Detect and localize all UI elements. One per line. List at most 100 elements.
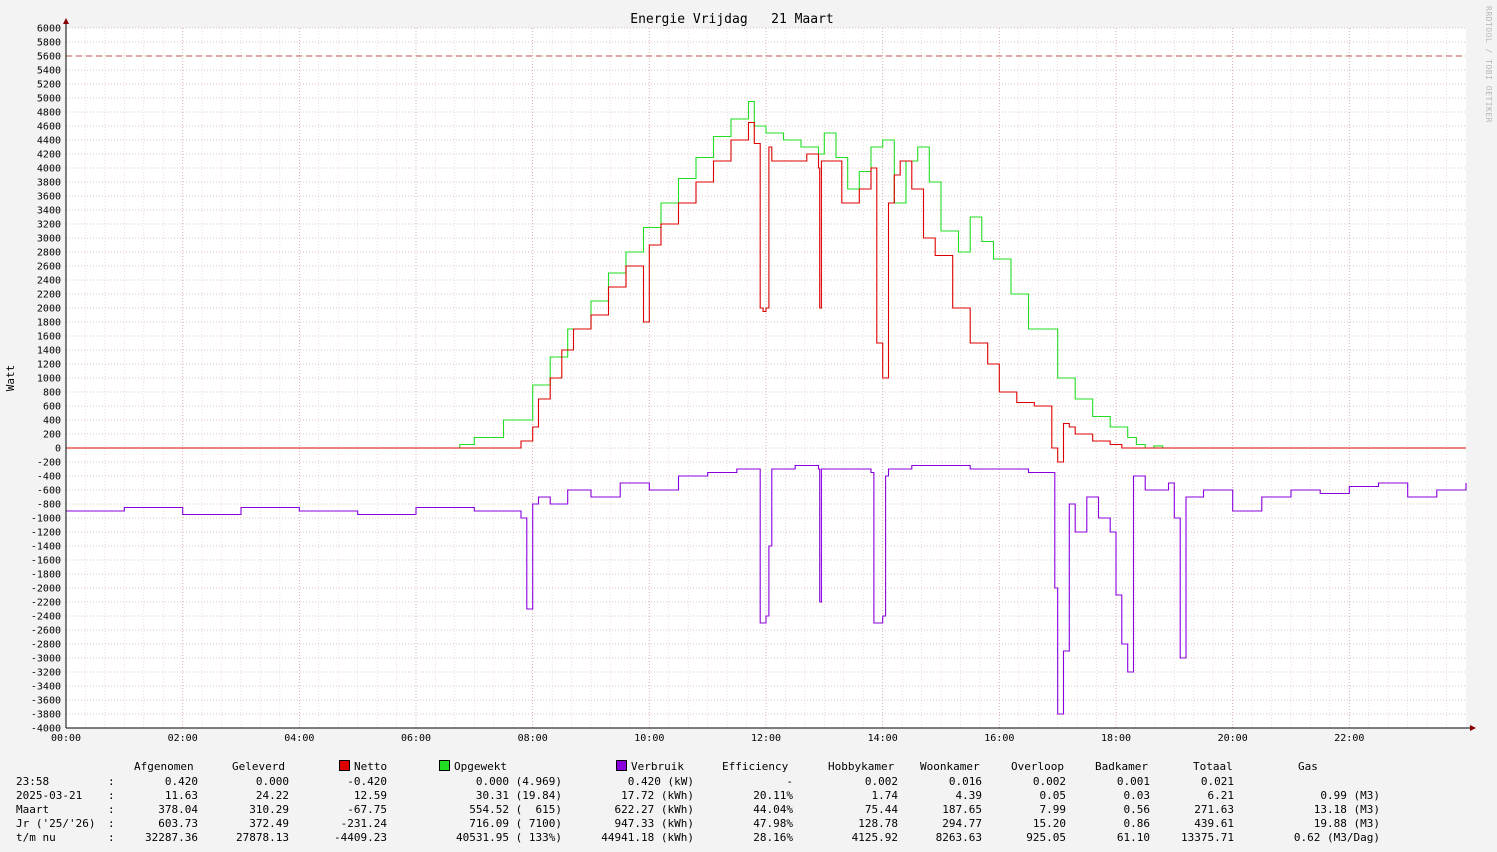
legend-cell-verbruik: 622.27 (kWh) <box>614 803 694 816</box>
legend-cell-sep: : <box>108 817 115 830</box>
y-tick-label: -2200 <box>31 598 61 609</box>
energy-chart: 6000580056005400520050004800460044004200… <box>4 12 1476 744</box>
y-tick-label: 5000 <box>37 94 61 105</box>
netto-swatch <box>339 760 350 771</box>
legend-cell-netto: -231.24 <box>340 817 387 830</box>
header-totaal: Totaal <box>1193 760 1233 773</box>
y-tick-label: -1600 <box>31 556 61 567</box>
verbruik-swatch <box>616 760 627 771</box>
legend-cell-badkamer: 0.86 <box>1123 817 1151 830</box>
y-tick-label: 1400 <box>37 346 61 357</box>
y-tick-label: 200 <box>43 430 61 441</box>
header-afgenomen: Afgenomen <box>134 760 194 773</box>
y-tick-label: 5400 <box>37 66 61 77</box>
legend-cell-opgewekt: 0.000 (4.969) <box>475 775 562 788</box>
legend-cell-sep: : <box>108 789 115 802</box>
legend-cell-gas: 19.88 (M3) <box>1313 817 1380 830</box>
legend-cell-overloop: 7.99 <box>1039 803 1067 816</box>
legend-cell-netto: -0.420 <box>347 775 387 788</box>
legend-cell-woonkamer: 187.65 <box>942 803 982 816</box>
opgewekt-label: Opgewekt <box>454 760 507 773</box>
y-tick-label: -1800 <box>31 570 61 581</box>
x-tick-label: 20:00 <box>1218 733 1248 744</box>
legend-cell-geleverd: 27878.13 <box>236 831 289 844</box>
series-line-verbruik <box>66 464 1467 715</box>
legend-cell-totaal: 6.21 <box>1207 789 1235 802</box>
x-tick-labels: 00:00 02:00 04:00 06:00 08:00 10:00 12:00 14:00… <box>51 733 1364 744</box>
y-tick-label: 2000 <box>37 304 61 315</box>
legend-cell-overloop: 15.20 <box>1032 817 1066 830</box>
legend-cell-totaal: 271.63 <box>1194 803 1234 816</box>
legend-cell-label: 2025-03-21 <box>16 789 83 802</box>
legend-cell-sep: : <box>108 775 115 788</box>
legend-cell-opgewekt: 30.31 (19.84) <box>475 789 562 802</box>
y-tick-label: 1000 <box>37 374 61 385</box>
legend-cell-verbruik: 947.33 (kWh) <box>614 817 694 830</box>
legend-cell-hobbykamer: 4125.92 <box>851 831 898 844</box>
y-tick-label: 4000 <box>37 164 61 175</box>
x-tick-label: 18:00 <box>1101 733 1131 744</box>
y-tick-label: -3600 <box>31 696 61 707</box>
y-tick-label: 2600 <box>37 262 61 273</box>
legend-cell-efficiency: - <box>786 775 793 788</box>
legend-cell-afgenomen: 11.63 <box>164 789 198 802</box>
y-tick-label: 600 <box>43 402 61 413</box>
y-tick-label: 0 <box>55 444 61 455</box>
y-tick-label: -2400 <box>31 612 61 623</box>
x-tick-label: 06:00 <box>401 733 431 744</box>
legend-cell-verbruik: 44941.18 (kWh) <box>601 831 694 844</box>
legend-cell-hobbykamer: 1.74 <box>871 789 899 802</box>
legend-cell-badkamer: 0.03 <box>1123 789 1151 802</box>
legend-cell-verbruik: 17.72 (kWh) <box>621 789 694 802</box>
y-tick-label: 5800 <box>37 38 61 49</box>
x-axis-arrow <box>1470 725 1476 731</box>
legend-cell-geleverd: 0.000 <box>255 775 289 788</box>
header-verbruik: Verbruik <box>616 760 684 774</box>
header-opgewekt: Opgewekt <box>439 760 507 774</box>
y-tick-label: 2800 <box>37 248 61 259</box>
x-tick-label: 00:00 <box>51 733 81 744</box>
legend-cell-opgewekt: 716.09 ( 7100) <box>469 817 562 830</box>
header-gas: Gas <box>1298 760 1318 773</box>
header-overloop: Overloop <box>1011 760 1064 773</box>
header-woonkamer: Woonkamer <box>920 760 980 773</box>
header-badkamer: Badkamer <box>1095 760 1148 773</box>
legend-cell-netto: -67.75 <box>347 803 387 816</box>
legend-cell-woonkamer: 4.39 <box>955 789 983 802</box>
legend-cell-totaal: 13375.71 <box>1181 831 1234 844</box>
y-tick-label: -1000 <box>31 514 61 525</box>
y-tick-label: -2000 <box>31 584 61 595</box>
header-netto: Netto <box>339 760 387 774</box>
legend-cell-netto: -4409.23 <box>334 831 387 844</box>
legend-cell-woonkamer: 8263.63 <box>935 831 982 844</box>
legend-cell-totaal: 0.021 <box>1200 775 1234 788</box>
legend-cell-totaal: 439.61 <box>1194 817 1234 830</box>
legend-cell-efficiency: 44.04% <box>753 803 793 816</box>
legend-cell-geleverd: 310.29 <box>249 803 289 816</box>
y-tick-label: -3400 <box>31 682 61 693</box>
legend-cell-verbruik: 0.420 (kW) <box>627 775 694 788</box>
y-tick-label: 5600 <box>37 52 61 63</box>
x-tick-label: 12:00 <box>751 733 781 744</box>
y-tick-label: 1200 <box>37 360 61 371</box>
y-tick-label: -400 <box>37 472 61 483</box>
y-tick-label: 3200 <box>37 220 61 231</box>
y-tick-label: -1400 <box>31 542 61 553</box>
x-tick-label: 08:00 <box>518 733 548 744</box>
y-tick-label: 2400 <box>37 276 61 287</box>
header-efficiency: Efficiency <box>722 760 789 773</box>
series-line-opgewekt <box>66 100 1466 449</box>
y-tick-label: 4600 <box>37 122 61 133</box>
y-tick-label: 3800 <box>37 178 61 189</box>
y-tick-label: -2800 <box>31 640 61 651</box>
y-tick-label: 4200 <box>37 150 61 161</box>
legend-cell-afgenomen: 32287.36 <box>145 831 198 844</box>
legend-cell-label: Maart <box>16 803 50 816</box>
legend-cell-geleverd: 372.49 <box>249 817 289 830</box>
x-tick-label: 22:00 <box>1334 733 1364 744</box>
netto-label: Netto <box>354 760 388 773</box>
legend-cell-label: t/m nu <box>16 831 56 844</box>
legend-cell-efficiency: 47.98% <box>753 817 793 830</box>
y-tick-label: -3200 <box>31 668 61 679</box>
legend-cell-label: Jr ('25/'26) <box>16 817 96 830</box>
